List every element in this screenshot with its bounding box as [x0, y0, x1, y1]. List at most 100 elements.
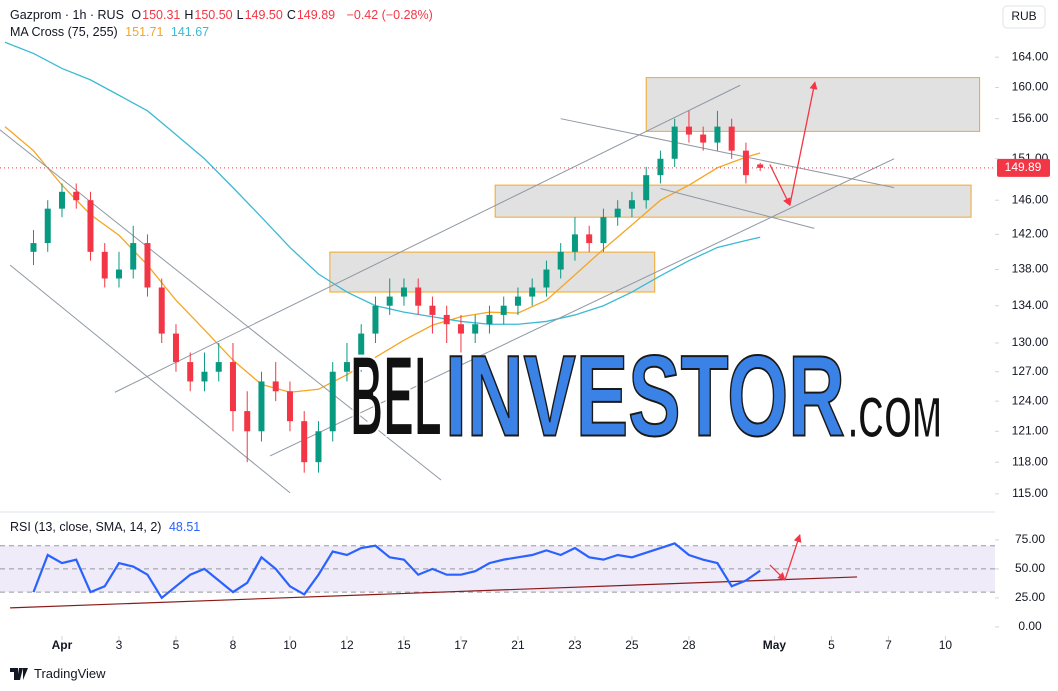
y-tick-label: 25.00 [1015, 590, 1045, 604]
ohlc-value: 150.31 [142, 8, 181, 22]
candle-body [643, 175, 650, 201]
footer: TradingView [10, 666, 106, 681]
candle-body [600, 217, 607, 244]
candle-body [372, 305, 379, 334]
rsi-trendline [10, 576, 858, 609]
candle-body [700, 134, 707, 143]
candle-body [500, 305, 507, 315]
candle-body [315, 431, 322, 463]
candle-body [101, 251, 108, 279]
y-tick-label: 134.00 [1012, 298, 1049, 312]
ma-value: 141.67 [170, 25, 210, 39]
watermark-com: .COM [848, 385, 942, 450]
legend-ma: MA Cross (75, 255) 151.71 141.67 [10, 25, 213, 39]
candle-body [557, 251, 564, 270]
arrow [784, 533, 802, 581]
y-tick-label: 146.00 [1012, 192, 1049, 206]
candle-body [685, 126, 692, 135]
candle-body [244, 411, 251, 432]
x-tick-label: 12 [340, 638, 354, 652]
x-tick-label: 21 [511, 638, 525, 652]
x-tick-label: 5 [828, 638, 835, 652]
y-tick-label: 156.00 [1012, 111, 1049, 125]
candle-body [44, 208, 51, 244]
y-tick-label: 142.00 [1012, 227, 1049, 241]
legend-rsi: RSI (13, close, SMA, 14, 2) 48.51 [10, 520, 204, 534]
x-tick-label: 10 [283, 638, 297, 652]
candle-body [343, 362, 350, 372]
change: −0.42 (−0.28%) [346, 8, 433, 22]
candle-body [158, 287, 165, 334]
y-tick-label: 124.00 [1012, 393, 1049, 407]
candle-body [130, 243, 137, 270]
candle-body [329, 371, 336, 432]
candle-body [73, 191, 80, 201]
trendline [269, 158, 895, 457]
watermark: BEL INVESTOR .COM [349, 331, 944, 462]
currency-box[interactable] [1002, 5, 1046, 29]
candle-body [543, 269, 550, 288]
x-tick-label: 28 [682, 638, 696, 652]
y-tick-label: 160.00 [1012, 80, 1049, 94]
last-price-box [997, 158, 1050, 177]
ohlc-value: 149.50 [244, 8, 283, 22]
x-tick-label: 8 [230, 638, 237, 652]
rsi-value: 48.51 [168, 520, 201, 534]
candle-body [443, 314, 450, 325]
ohlc-key: L [236, 8, 244, 22]
x-tick-label: 7 [885, 638, 892, 652]
brand: TradingView [34, 666, 106, 681]
x-tick-label: May [763, 638, 787, 652]
x-tick-label: 3 [116, 638, 123, 652]
candle-body [172, 333, 179, 363]
x-tick-label: 25 [625, 638, 639, 652]
candle-body [229, 362, 236, 412]
trendline [9, 264, 291, 494]
ohlc-key: O [131, 8, 142, 22]
arrow [769, 164, 791, 207]
y-tick-label: 75.00 [1015, 532, 1045, 546]
x-tick-label: 10 [939, 638, 953, 652]
y-tick-label: 138.00 [1012, 262, 1049, 276]
x-tick-label: 17 [454, 638, 468, 652]
y-tick-label: 50.00 [1015, 561, 1045, 575]
candle-body [714, 126, 721, 143]
candle-body [514, 296, 521, 306]
arrow [789, 81, 818, 206]
candle-body [358, 333, 365, 363]
y-tick-label: 121.00 [1012, 423, 1049, 437]
logo [10, 667, 28, 680]
watermark-bel: BEL [350, 332, 442, 460]
candle-body [115, 269, 122, 279]
candle-body [258, 381, 265, 432]
y-tick-label: 118.00 [1012, 454, 1048, 468]
candle-body [742, 150, 749, 176]
candle-body [215, 362, 222, 372]
x-tick-label: 5 [173, 638, 180, 652]
candle-body [415, 287, 422, 306]
trendline [114, 84, 741, 393]
zone [329, 251, 656, 293]
candle-body [457, 324, 464, 334]
candle-body [614, 208, 621, 218]
candle-body [272, 381, 279, 392]
symbol: Gazprom · 1h · RUS [10, 8, 124, 22]
candle-body [657, 158, 664, 176]
candle-body [201, 371, 208, 382]
y-tick-label: 115.00 [1012, 486, 1048, 500]
y-tick-label: 130.00 [1012, 335, 1049, 349]
candle-body [529, 287, 536, 297]
ohlc: O150.31 H150.50 L149.50 C149.89 [131, 8, 339, 22]
watermark-investor: INVESTOR [445, 332, 845, 460]
rsi-line [32, 542, 761, 600]
y-tick-label: 0.00 [1018, 619, 1042, 633]
zone [645, 77, 981, 132]
candle-body [429, 305, 436, 315]
ohlc-value: 149.89 [296, 8, 336, 22]
arrow [769, 564, 786, 581]
ohlc-value: 150.50 [194, 8, 233, 22]
currency[interactable]: RUB [1011, 9, 1036, 23]
candle-body [628, 200, 635, 209]
